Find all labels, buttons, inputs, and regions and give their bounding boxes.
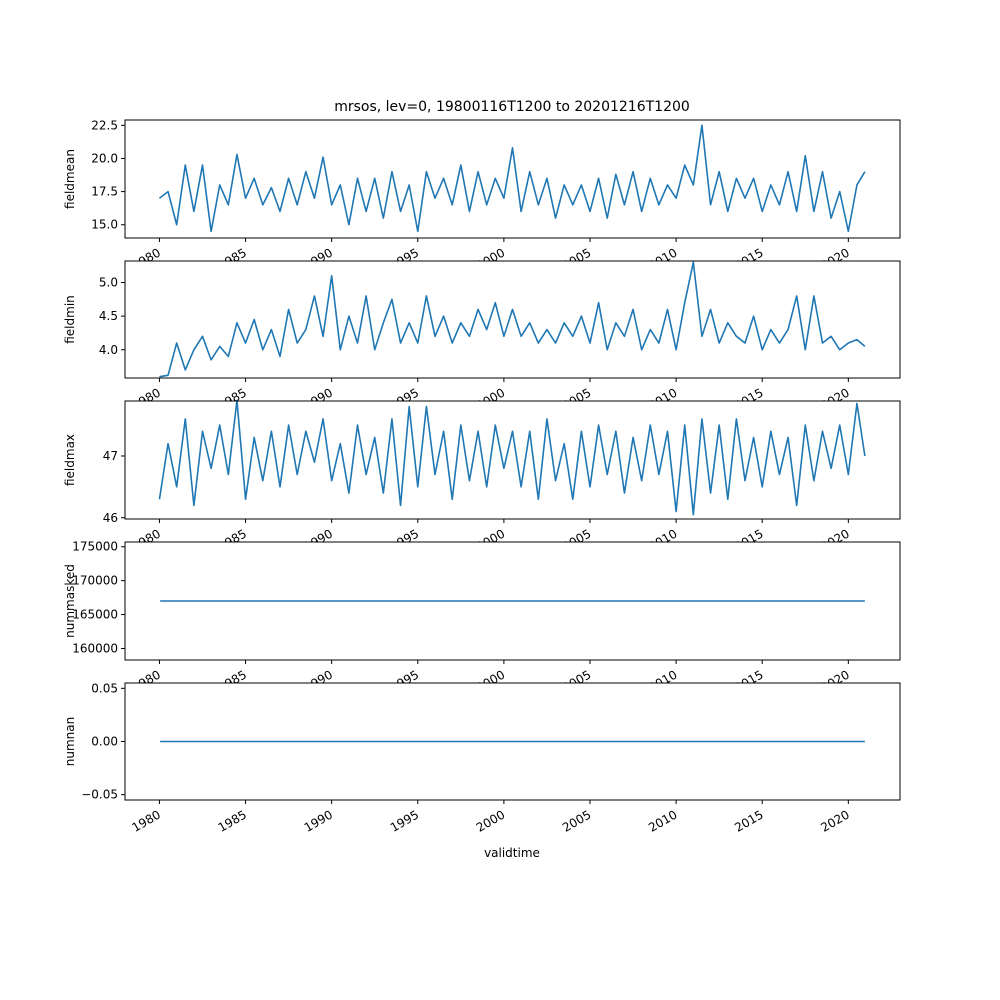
nummasked-y-tick-label: 175000 [72, 540, 118, 554]
fieldmax-axes-background [125, 401, 900, 411]
chart-title: mrsos, lev=0, 19800116T1200 to 20201216T… [334, 99, 690, 115]
fieldmin-y-tick-label: 5.0 [99, 276, 118, 290]
nummasked-axes-frame [124, 541, 901, 661]
fieldmin-axes-background [125, 261, 900, 271]
fieldmean-y-tick-label: 22.5 [91, 118, 118, 132]
nummasked-y-tick-label: 165000 [72, 608, 118, 622]
numnan-y-tick-label: 0.05 [91, 681, 118, 695]
fieldmean-y-tick-label: 17.5 [91, 185, 118, 199]
fieldmean-series-line [158, 124, 866, 233]
nummasked-y-tick-label: 170000 [72, 574, 118, 588]
x-axis-label: validtime [484, 846, 540, 860]
fieldmax-series-line [158, 399, 866, 516]
fieldmax-y-axis-label: fieldmax [63, 434, 77, 486]
fieldmax-y-tick-label: 46 [103, 511, 118, 525]
numnan-axes-background [125, 683, 900, 693]
fieldmax-y-tick-label: 47 [103, 449, 118, 463]
fieldmin-series-line [159, 261, 866, 378]
fieldmin-y-tick-label: 4.0 [99, 343, 118, 357]
fieldmean-y-tick-label: 15.0 [91, 218, 118, 232]
numnan-y-tick-label: 0.00 [91, 735, 118, 749]
fieldmin-y-tick-label: 4.5 [99, 309, 118, 323]
fieldmean-y-axis-label: fieldmean [63, 149, 77, 209]
nummasked-axes-background [125, 542, 900, 552]
fieldmin-y-axis-label: fieldmin [63, 295, 77, 344]
nummasked-y-tick-label: 160000 [72, 641, 118, 655]
fieldmean-y-tick-label: 20.0 [91, 151, 118, 165]
fieldmean-axes-frame [124, 119, 901, 239]
fieldmin-axes-frame [124, 260, 901, 379]
numnan-y-tick-label: −0.05 [81, 788, 118, 802]
numnan-y-axis-label: numnan [63, 717, 77, 766]
nummasked-y-axis-label: nummasked [63, 564, 77, 638]
fieldmax-axes-frame [124, 400, 901, 520]
